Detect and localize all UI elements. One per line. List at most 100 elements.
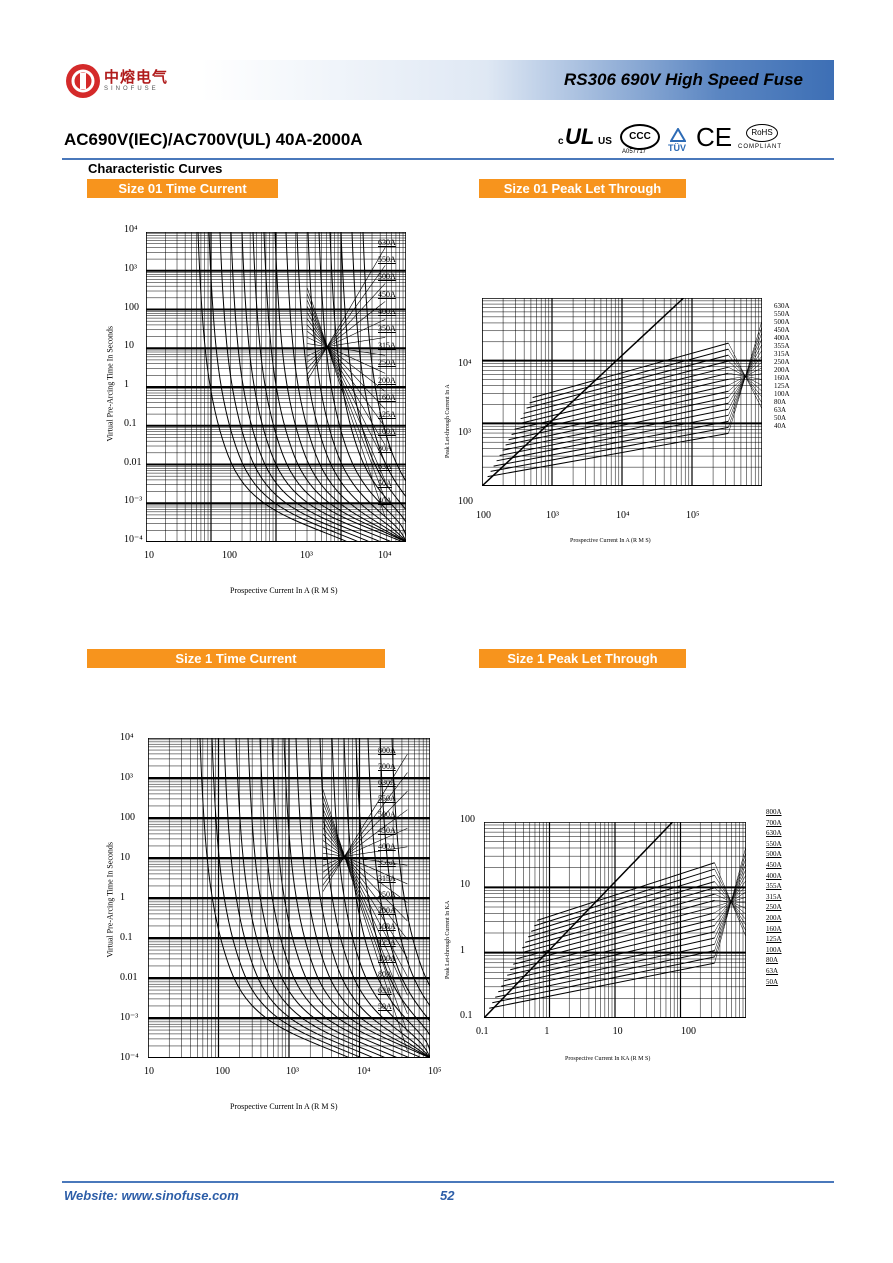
- fuse-curve: [355, 738, 430, 1058]
- leader-line: [307, 337, 386, 351]
- x-axis-label: Prospective Current In A (R M S): [230, 586, 338, 595]
- leader-line: [714, 887, 746, 915]
- rating-label: 80A: [378, 444, 392, 454]
- leader-line: [714, 885, 746, 920]
- x-tick-label: 10⁵: [428, 1066, 442, 1077]
- leader-line: [322, 790, 408, 880]
- leader-line: [307, 337, 386, 374]
- fuse-curve: [528, 881, 715, 938]
- leader-line: [306, 247, 386, 381]
- fuse-curve: [197, 232, 349, 542]
- rating-subtitle: AC690V(IEC)/AC700V(UL) 40A-2000A: [64, 130, 363, 149]
- fuse-curve: [274, 232, 406, 542]
- fuse-curve: [490, 426, 729, 472]
- x-tick-label: 10⁴: [616, 510, 630, 521]
- leader-line: [306, 265, 386, 375]
- y-tick-label: 10: [460, 879, 470, 891]
- chart-size01-peak-let-through: Prospective Current In A (R M S) Peak Le…: [440, 290, 810, 560]
- fuse-curve: [519, 899, 715, 954]
- x-tick-label: 10³: [286, 1066, 299, 1077]
- leader-line: [307, 330, 386, 392]
- rating-label: 100A: [774, 390, 790, 398]
- fuse-curve: [362, 232, 406, 542]
- fuse-curve: [505, 396, 729, 446]
- fuse-curve: [516, 906, 715, 960]
- fuse-curve: [489, 962, 715, 1009]
- leader-line: [322, 827, 408, 867]
- time-current-grid-size1: [148, 738, 430, 1058]
- leader-line: [306, 300, 386, 482]
- fuse-curve: [343, 738, 430, 1058]
- rating-label: 250A: [378, 890, 396, 899]
- rating-label: 250A: [378, 358, 396, 368]
- x-tick-label: 100: [681, 1026, 696, 1037]
- tag-size01-peak-let-through: Size 01 Peak Let Through: [479, 179, 686, 198]
- header-rule: [62, 158, 834, 160]
- x-tick-label: 10⁵: [686, 510, 700, 521]
- rating-label: 50A: [378, 478, 392, 488]
- fuse-curve: [296, 232, 406, 542]
- rating-label: 500A: [766, 850, 782, 859]
- y-tick-label: 10: [120, 852, 130, 863]
- rating-label: 50A: [766, 977, 779, 986]
- x-tick-label: 1: [544, 1026, 550, 1037]
- rating-label: 80A: [774, 398, 787, 406]
- peak-let-through-grid-size1: [484, 822, 746, 1018]
- fuse-curve: [502, 402, 729, 451]
- ccc-icon: CCC: [620, 124, 660, 150]
- x-tick-label: 100: [476, 510, 491, 521]
- leader-line: [714, 874, 746, 932]
- rating-label: 550A: [774, 310, 790, 318]
- leader-line: [322, 795, 408, 1033]
- leader-line: [306, 283, 386, 369]
- leader-line: [307, 301, 386, 363]
- fuse-curve: [340, 232, 406, 542]
- leader-line: [322, 852, 408, 866]
- x-tick-label: 10⁴: [357, 1066, 371, 1077]
- fuse-curve: [526, 354, 729, 409]
- y-tick-label: 10⁻³: [120, 1012, 139, 1023]
- fuse-curve: [230, 232, 382, 542]
- rating-label: 630A: [378, 778, 396, 787]
- fuse-curve: [522, 893, 715, 949]
- rating-label: 125A: [378, 938, 396, 947]
- ul-us-mark: US: [598, 136, 612, 147]
- rating-label: 355A: [766, 882, 782, 891]
- rating-label: 550A: [378, 794, 396, 803]
- y-tick-label: 0.1: [120, 932, 133, 943]
- fuse-curve: [223, 738, 375, 1058]
- fuse-curve: [307, 738, 430, 1058]
- leader-line: [714, 897, 746, 907]
- fuse-curve: [523, 360, 729, 414]
- fuse-curve: [318, 232, 406, 542]
- y-tick-label: 100: [458, 496, 473, 507]
- fuse-curve: [495, 950, 715, 998]
- fuse-curve: [259, 738, 411, 1058]
- fuse-curve: [507, 925, 715, 976]
- rating-label: 500A: [378, 272, 396, 282]
- rating-label: 125A: [766, 935, 782, 944]
- rating-label: 700A: [766, 818, 782, 827]
- rohs-text: RoHS: [751, 128, 773, 137]
- rating-label: 500A: [774, 318, 790, 326]
- max-let-through-line: [484, 822, 674, 1018]
- y-tick-label: 10⁻⁴: [120, 1052, 139, 1063]
- rating-label: 630A: [378, 238, 396, 247]
- section-title: Characteristic Curves: [88, 161, 223, 176]
- fuse-curve: [493, 420, 729, 467]
- y-axis-label: Virtual Pre-Arcing Time In Seconds: [105, 841, 115, 958]
- rohs-compliant-text: COMPLIANT: [738, 144, 783, 150]
- fuse-curve: [241, 232, 393, 542]
- rating-label: 200A: [766, 914, 782, 922]
- fuse-curve: [532, 342, 729, 399]
- leader-line: [714, 891, 746, 914]
- rating-label: 350A: [378, 324, 396, 333]
- tuv-triangle-icon: [670, 128, 686, 142]
- rating-label: 315A: [774, 350, 790, 358]
- leader-line: [322, 814, 408, 977]
- leader-line: [714, 900, 746, 904]
- y-tick-label: 1: [124, 379, 129, 390]
- fuse-curve: [492, 956, 715, 1004]
- rating-label: 355A: [378, 858, 396, 867]
- rating-label: 800A: [378, 746, 396, 755]
